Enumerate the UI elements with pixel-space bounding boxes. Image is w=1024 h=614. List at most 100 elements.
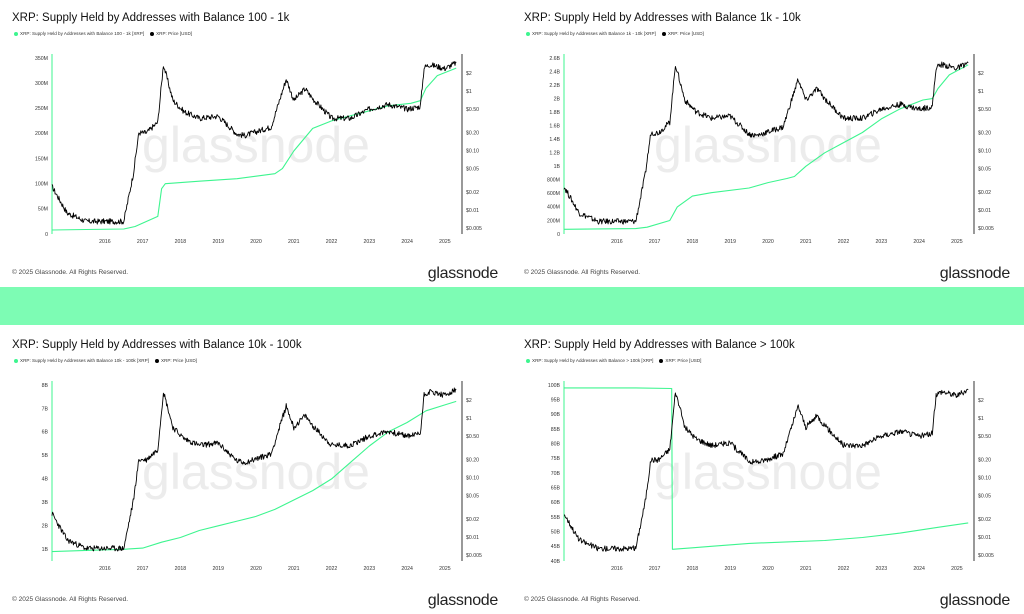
x-tick-label: 2018 (687, 239, 699, 245)
x-tick-label: 2023 (364, 566, 376, 572)
watermark-text: glassnode (654, 117, 882, 173)
x-tick-label: 2024 (913, 566, 925, 572)
legend-item-supply[interactable]: XRP: Supply Held by Addresses with Balan… (526, 358, 653, 363)
y-right-tick-label: $0.02 (978, 190, 991, 196)
legend-dot-supply-icon (14, 358, 18, 363)
chart-title: XRP: Supply Held by Addresses with Balan… (524, 12, 801, 24)
y-right-tick-label: $0.10 (466, 476, 479, 482)
legend-item-price[interactable]: XRP: Price [USD] (659, 358, 701, 363)
y-right-tick-label: $0.50 (978, 434, 991, 440)
chart-title: XRP: Supply Held by Addresses with Balan… (12, 339, 302, 351)
y-right-tick-label: $0.20 (466, 131, 479, 137)
y-right-tick-label: $0.50 (978, 107, 991, 113)
watermark-text: glassnode (654, 444, 882, 500)
x-tick-label: 2021 (800, 239, 812, 245)
glassnode-logo: glassnode (427, 592, 499, 609)
y-left-tick-label: 75B (551, 456, 561, 462)
y-left-tick-label: 2.2B (549, 83, 560, 89)
legend-label-supply: XRP: Supply Held by Addresses with Balan… (20, 31, 145, 36)
chart-title: XRP: Supply Held by Addresses with Balan… (524, 339, 795, 351)
y-right-tick-label: $0.05 (466, 493, 479, 499)
price-series-line (564, 388, 969, 552)
legend-label-price: XRP: Price [USD] (665, 358, 702, 363)
y-left-tick-label: 2.6B (549, 56, 560, 62)
chart-panel-over-100k: glassnode 40B 45B 50B 55B 60B 65B 70B 75B 80B 85B 9… (512, 327, 1024, 614)
y-right-tick-label: $0.50 (466, 434, 479, 440)
y-right-tick-label: $0.50 (466, 107, 479, 113)
legend-item-price[interactable]: XRP: Price [USD] (661, 31, 704, 36)
x-tick-label: 2018 (175, 239, 187, 245)
y-left-tick-label: 40B (551, 559, 561, 565)
y-left-tick-label: 1.4B (549, 137, 560, 143)
y-left-tick-label: 2.4B (549, 69, 560, 75)
x-tick-label: 2023 (364, 239, 376, 245)
legend-dot-supply-icon (14, 31, 18, 36)
legend-dot-price-icon (659, 358, 664, 363)
x-tick-label: 2018 (175, 566, 187, 572)
glassnode-logo: glassnode (939, 592, 1011, 609)
chart-panel-1k-10k: glassnode 0 200M 400M 600M 800M 1B 1.2B 1.4B 1.6B… (512, 0, 1024, 287)
legend-label-price: XRP: Price [USD] (667, 31, 704, 36)
x-tick-label: 2017 (649, 239, 661, 245)
legend-item-supply[interactable]: XRP: Supply Held by Addresses with Balan… (14, 31, 144, 36)
y-right-tick-label: $0.20 (978, 131, 991, 137)
x-tick-label: 2016 (99, 566, 111, 572)
x-tick-label: 2017 (137, 239, 149, 245)
copyright-text: © 2025 Glassnode. All Rights Reserved. (524, 269, 641, 276)
x-tick-label: 2020 (250, 239, 262, 245)
price-series-line (51, 61, 457, 225)
y-left-tick-label: 50M (38, 207, 48, 213)
chart-legend[interactable]: XRP: Supply Held by Addresses with Balan… (14, 358, 203, 363)
x-tick-label: 2022 (326, 566, 338, 572)
y-right-tick-label: $0.20 (978, 458, 991, 464)
x-tick-label: 2018 (687, 566, 699, 572)
legend-dot-price-icon (661, 31, 666, 36)
legend-dot-supply-icon (526, 358, 530, 363)
x-tick-label: 2022 (838, 239, 850, 245)
legend-item-supply[interactable]: XRP: Supply Held by Addresses with Balan… (14, 358, 149, 363)
y-left-tick-label: 50B (551, 529, 561, 535)
y-right-tick-label: $0.05 (978, 493, 991, 499)
legend-item-price[interactable]: XRP: Price [USD] (154, 358, 197, 363)
y-left-tick-label: 100M (35, 182, 48, 188)
y-left-tick-label: 3B (42, 500, 49, 506)
chart-legend[interactable]: XRP: Supply Held by Addresses with Balan… (14, 31, 198, 36)
x-tick-label: 2024 (401, 566, 413, 572)
legend-label-price: XRP: Price [USD] (160, 358, 197, 363)
x-tick-label: 2016 (611, 239, 623, 245)
legend-item-supply[interactable]: XRP: Supply Held by Addresses with Balan… (526, 31, 656, 36)
supply-series-line (51, 67, 457, 231)
chart-svg: glassnode 0 200M 400M 600M 800M 1B 1.2B 1.4B 1.6B… (547, 54, 994, 245)
x-tick-label: 2021 (288, 239, 300, 245)
y-left-tick-label: 800M (547, 178, 560, 184)
x-tick-label: 2024 (913, 239, 925, 245)
copyright-text: © 2025 Glassnode. All Rights Reserved. (12, 596, 129, 603)
chart-panel-10k-100k: glassnode 1B 2B 3B 4B 5B 6B 7B 8B $0.005 $0.01 $0.0… (0, 327, 512, 614)
legend-label-price: XRP: Price [USD] (156, 31, 193, 36)
y-right-tick-label: $0.02 (466, 190, 479, 196)
price-series-line (563, 61, 969, 225)
legend-label-supply: XRP: Supply Held by Addresses with Balan… (20, 358, 149, 363)
x-tick-label: 2025 (439, 239, 451, 245)
y-right-tick-label: $2 (978, 71, 984, 77)
chart-legend[interactable]: XRP: Supply Held by Addresses with Balan… (526, 31, 710, 36)
y-left-tick-label: 300M (35, 81, 48, 87)
y-left-tick-label: 6B (42, 430, 49, 436)
y-right-tick-label: $0.005 (978, 553, 994, 559)
legend-item-price[interactable]: XRP: Price [USD] (150, 31, 192, 36)
y-right-tick-label: $0.02 (466, 517, 479, 523)
legend-dot-price-icon (150, 31, 155, 36)
y-left-tick-label: 95B (551, 397, 561, 403)
legend-dot-supply-icon (526, 31, 530, 36)
chart-legend[interactable]: XRP: Supply Held by Addresses with Balan… (526, 358, 707, 363)
y-right-tick-label: $2 (978, 398, 984, 404)
y-right-tick-label: $1 (978, 416, 984, 422)
y-left-tick-label: 60B (551, 500, 561, 506)
y-left-tick-label: 80B (551, 441, 561, 447)
y-right-tick-label: $0.05 (978, 166, 991, 172)
y-right-tick-label: $0.01 (466, 208, 479, 214)
y-right-tick-label: $0.02 (978, 517, 991, 523)
y-right-tick-label: $0.005 (466, 226, 482, 232)
y-left-tick-label: 150M (35, 156, 48, 162)
legend-label-supply: XRP: Supply Held by Addresses with Balan… (532, 31, 656, 36)
